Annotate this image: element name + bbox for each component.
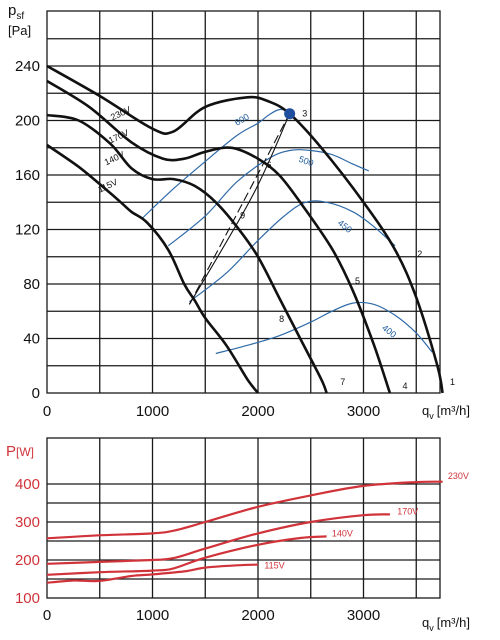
point-label: 4 [403, 381, 408, 391]
point-label: 7 [340, 377, 345, 387]
pressure-chart-ticks: 0 40 80 120 160 200 240 0 1000 2000 3000 [15, 58, 380, 420]
power-x-axis-label: qv [m³/h] [422, 615, 470, 633]
power-chart: 230V 170V 140V 115V 100 200 300 400 0 1000 2000 30… [6, 437, 470, 633]
pressure-curve-label: 140V [103, 149, 126, 167]
power-y-tick-label: 400 [15, 476, 40, 493]
power-chart-labels: 230V 170V 140V 115V [264, 471, 469, 571]
operating-point [284, 108, 296, 120]
power-curve-label: 140V [332, 528, 353, 538]
power-curve-140V [46, 535, 327, 576]
efficiency-label: 400 [380, 323, 398, 340]
pressure-curve-label: 170V [107, 128, 130, 146]
efficiency-label: 600 [233, 112, 251, 128]
plot-frame [46, 437, 441, 599]
plot-frame [46, 10, 441, 394]
power-chart-grid [46, 437, 441, 599]
power-curve-label: 170V [397, 506, 418, 516]
system-line-dashed [188, 113, 291, 305]
efficiency-curves [141, 108, 433, 355]
power-x-tick-label: 0 [43, 607, 51, 624]
y-tick-label: 40 [23, 331, 40, 348]
y-tick-label: 120 [15, 222, 40, 239]
power-curve-115V [46, 563, 259, 584]
x-tick-label: 1000 [136, 403, 169, 420]
pressure-x-axis-label: qv [m³/h] [422, 403, 470, 421]
power-y-tick-label: 100 [15, 590, 40, 607]
power-curve-label: 115V [264, 561, 284, 571]
power-y-tick-label: 200 [15, 552, 40, 569]
pressure-curve-140V [46, 113, 328, 394]
point-label: 3 [302, 108, 307, 118]
efficiency-curve-500 [167, 149, 370, 247]
x-tick-label: 3000 [347, 403, 380, 420]
y-tick-label: 160 [15, 167, 40, 184]
pressure-curve-230V [46, 64, 444, 394]
efficiency-label: 450 [336, 218, 354, 235]
pressure-curve-label: 230V [109, 104, 132, 122]
efficiency-curve-400 [215, 301, 433, 355]
pressure-chart-grid [46, 10, 441, 394]
system-line-solid [188, 113, 291, 305]
power-chart-ticks: 100 200 300 400 0 1000 2000 3000 [15, 476, 380, 624]
efficiency-label: 500 [297, 154, 315, 169]
power-y-tick-label: 300 [15, 514, 40, 531]
power-curve-170V [46, 513, 390, 565]
y-tick-label: 80 [23, 276, 40, 293]
pressure-series [46, 64, 444, 394]
x-tick-label: 2000 [241, 403, 274, 420]
point-label: 2 [417, 249, 422, 259]
y-tick-label: 0 [32, 385, 40, 402]
efficiency-curve-450 [189, 200, 396, 303]
power-series [46, 480, 443, 584]
power-x-tick-label: 1000 [136, 607, 169, 624]
system-lines [188, 113, 291, 305]
pressure-curve-115V [46, 143, 260, 394]
y-tick-label: 240 [15, 58, 40, 75]
power-curve-label: 230V [448, 471, 469, 481]
power-x-tick-label: 3000 [347, 607, 380, 624]
power-curve-230V [46, 480, 443, 540]
x-tick-label: 0 [43, 403, 51, 420]
pressure-y-axis-label: psf [8, 2, 24, 22]
point-label: 9 [240, 211, 245, 221]
pressure-y-axis-unit: [Pa] [8, 23, 31, 38]
point-label: 8 [279, 314, 284, 324]
pressure-curve-170V [46, 79, 392, 394]
point-label: 6 [266, 160, 271, 170]
power-y-axis-label: P[W] [6, 443, 34, 460]
y-tick-label: 200 [15, 113, 40, 130]
efficiency-curve-600 [141, 108, 290, 220]
power-x-tick-label: 2000 [241, 607, 274, 624]
point-label: 1 [450, 377, 455, 387]
point-label: 5 [355, 276, 360, 286]
